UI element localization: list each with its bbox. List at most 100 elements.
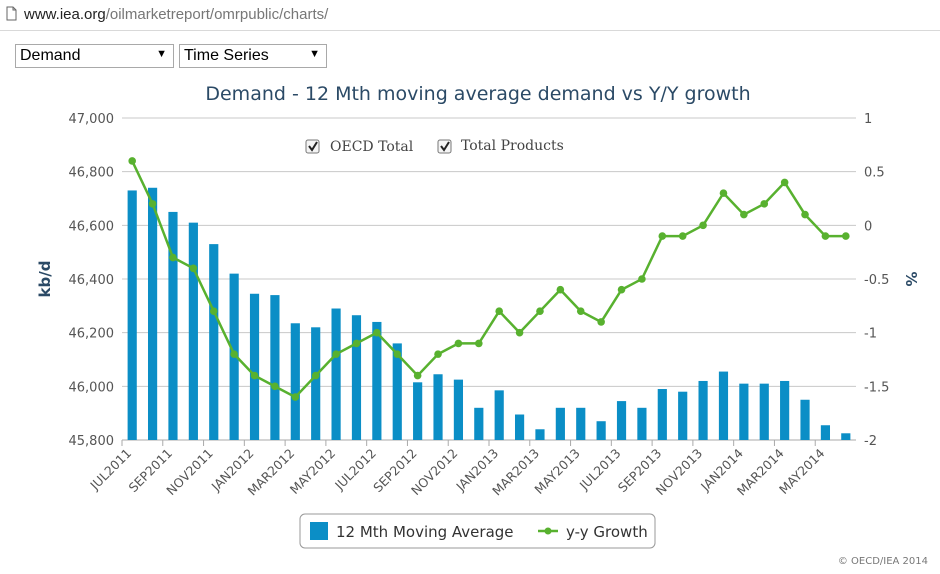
growth-point — [434, 350, 442, 358]
y2-tick-label: -1 — [864, 327, 877, 342]
y2-tick-label: 0 — [864, 219, 872, 234]
checkbox-oecd-label: OECD Total — [330, 139, 414, 155]
bar — [555, 407, 565, 440]
growth-point — [638, 275, 646, 283]
y2-tick-label: 0.5 — [864, 166, 885, 181]
bar — [820, 425, 831, 440]
y-tick-label: 46,600 — [69, 219, 115, 234]
dataset-select-value: Demand — [20, 47, 81, 64]
growth-point — [352, 339, 361, 348]
y-tick-label: 46,200 — [69, 327, 115, 342]
growth-point — [658, 232, 667, 240]
growth-line — [131, 160, 846, 399]
bar — [474, 407, 484, 440]
growth-point — [475, 339, 483, 348]
url-path: /oilmarketreport/omrpublic/charts/ — [105, 6, 329, 23]
growth-point — [209, 307, 218, 316]
dropdown-arrow-icon: ▼ — [156, 48, 167, 60]
legend-line-label: y-y Growth — [566, 523, 648, 541]
bar — [535, 429, 545, 440]
bar — [168, 211, 178, 440]
growth-point — [556, 285, 565, 294]
growth-point — [842, 232, 850, 240]
y-axis-label: kb/d — [36, 261, 54, 298]
chart-title: Demand - 12 Mth moving average demand vs… — [205, 83, 750, 105]
growth-point — [250, 371, 259, 380]
growth-point — [189, 264, 198, 273]
bar — [413, 382, 423, 440]
bar — [576, 407, 586, 440]
credit-text: © OECD/IEA 2014 — [838, 556, 928, 567]
growth-point — [801, 210, 809, 219]
bar — [514, 414, 525, 440]
bar — [290, 323, 300, 440]
bar — [351, 315, 362, 440]
checkmark-icon — [308, 141, 318, 152]
growth-point — [740, 210, 748, 219]
growth-point — [393, 350, 402, 358]
address-bar[interactable]: www.iea.org/oilmarketreport/omrpublic/ch… — [0, 0, 940, 31]
y-tick-label: 46,400 — [69, 273, 115, 288]
y2-tick-label: -0.5 — [864, 273, 889, 288]
view-select[interactable]: Time Series ▼ — [179, 44, 327, 68]
growth-point — [821, 232, 830, 240]
growth-point — [148, 200, 157, 208]
view-select-value: Time Series — [184, 47, 269, 64]
growth-point — [128, 157, 136, 165]
y2-tick-label: -1.5 — [864, 380, 889, 395]
growth-point — [780, 178, 789, 187]
bar — [494, 390, 504, 440]
legend-box — [299, 513, 656, 549]
bar — [249, 293, 260, 440]
bar — [616, 401, 627, 440]
growth-point — [617, 285, 626, 294]
dataset-select[interactable]: Demand ▼ — [15, 44, 174, 68]
bar — [372, 321, 382, 440]
growth-point — [760, 200, 769, 208]
growth-point — [169, 253, 177, 262]
bar — [718, 371, 729, 440]
bar — [678, 391, 688, 440]
y-tick-label: 47,000 — [69, 112, 115, 127]
bar — [739, 383, 749, 440]
bar — [392, 343, 402, 440]
y2-axis-label: % — [902, 271, 920, 286]
checkbox-products-label: Total Products — [461, 138, 564, 154]
y-tick-label: 46,800 — [69, 166, 115, 181]
bar — [759, 383, 769, 440]
bar — [780, 380, 790, 440]
y-tick-label: 45,800 — [69, 434, 115, 449]
growth-point — [230, 350, 238, 358]
bar — [270, 295, 280, 440]
legend: 12 Mth Moving Average y-y Growth — [299, 513, 656, 549]
bar — [188, 222, 198, 440]
bar — [637, 407, 647, 440]
bar — [127, 190, 137, 440]
legend-bar-swatch — [310, 522, 328, 540]
y2-tick-label: -2 — [864, 434, 877, 449]
bar — [331, 308, 341, 440]
growth-point — [271, 382, 279, 391]
growth-point — [332, 350, 340, 358]
page-icon — [6, 6, 17, 21]
growth-point — [678, 232, 687, 240]
checkbox-total-products[interactable]: Total Products — [437, 138, 564, 154]
legend-line-marker — [544, 527, 552, 535]
growth-point — [495, 307, 503, 316]
growth-point — [536, 307, 544, 316]
bar — [311, 327, 321, 440]
checkmark-icon — [440, 141, 450, 152]
growth-point — [413, 371, 422, 380]
growth-point — [311, 371, 320, 380]
url-domain: www.iea.org — [24, 6, 106, 23]
growth-point — [373, 328, 381, 337]
growth-point — [515, 328, 524, 337]
bar — [433, 374, 443, 440]
growth-point — [597, 318, 605, 326]
checkbox-oecd-total[interactable]: OECD Total — [305, 139, 414, 155]
bar — [841, 433, 851, 440]
url-text: www.iea.org/oilmarketreport/omrpublic/ch… — [24, 6, 328, 23]
growth-point — [576, 307, 585, 316]
bar — [147, 187, 158, 440]
